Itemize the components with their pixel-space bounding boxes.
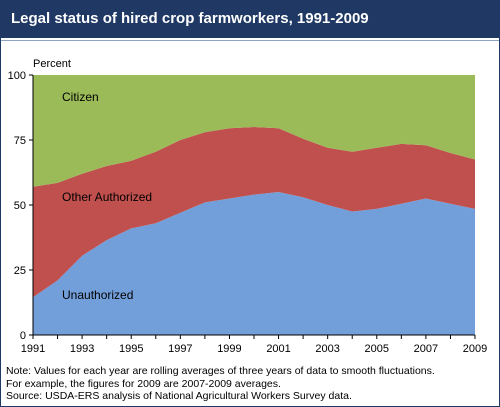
x-tick-label: 1993	[70, 343, 94, 355]
x-tick-label: 2001	[266, 343, 290, 355]
title-separator	[1, 38, 499, 40]
series-label-unauthorized: Unauthorized	[62, 288, 133, 302]
y-tick-label: 75	[14, 135, 26, 147]
x-tick-label: 1995	[119, 343, 143, 355]
note-line-2: For example, the figures for 2009 are 20…	[6, 377, 281, 390]
y-tick-label: 0	[20, 330, 26, 342]
title-bar: Legal status of hired crop farmworkers, …	[1, 1, 499, 38]
area-other-authorized	[33, 127, 475, 298]
x-tick-label: 2007	[414, 343, 438, 355]
x-tick-label: 1999	[217, 343, 241, 355]
x-tick-label: 2003	[315, 343, 339, 355]
y-axis-label: Percent	[33, 58, 71, 70]
y-tick-label: 100	[8, 70, 26, 82]
source-line: Source: USDA-ERS analysis of National Ag…	[6, 390, 352, 402]
x-tick-label: 1991	[21, 343, 45, 355]
x-tick-label: 2009	[463, 343, 487, 355]
x-tick-label: 1997	[168, 343, 192, 355]
y-tick-label: 50	[14, 200, 26, 212]
chart-notes: Note: Values for each year are rolling a…	[6, 365, 435, 403]
axes-layer: 0 25 50 75 100 1991 1993 1995 1997 1999 2001 2003 20…	[8, 70, 488, 355]
area-citizen	[33, 75, 475, 187]
x-tick-label: 2005	[365, 343, 389, 355]
y-tick-label: 25	[14, 265, 26, 277]
series-label-other-authorized: Other Authorized	[62, 190, 152, 204]
area-unauthorized	[33, 192, 475, 335]
title-separator-line	[1, 40, 499, 41]
chart-title: Legal status of hired crop farmworkers, …	[11, 10, 369, 27]
area-layer	[33, 75, 475, 335]
series-label-citizen: Citizen	[62, 90, 99, 104]
note-line-1: Note: Values for each year are rolling a…	[6, 365, 435, 377]
